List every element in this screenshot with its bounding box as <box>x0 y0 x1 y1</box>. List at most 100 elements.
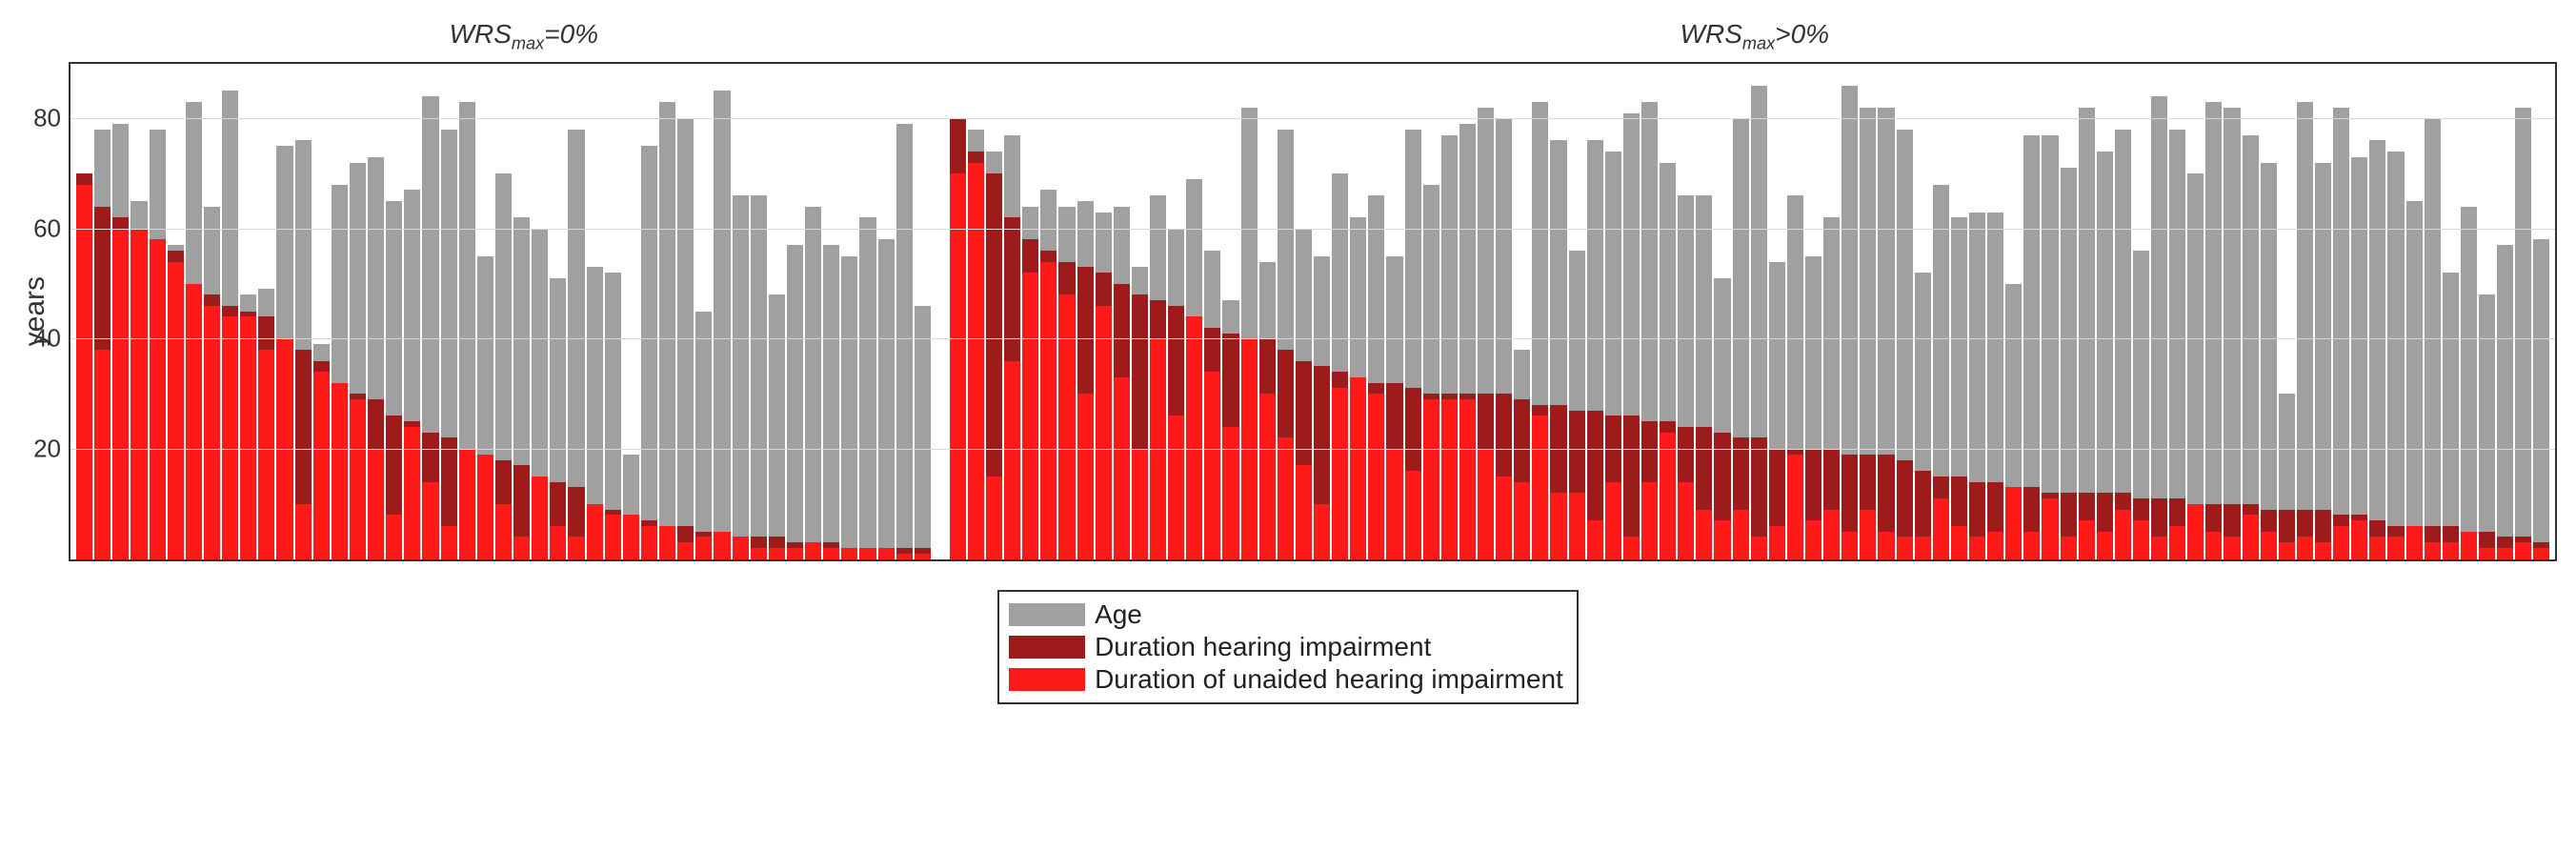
bar-group <box>605 64 621 559</box>
bar-group <box>94 64 111 559</box>
bar-unaided <box>441 526 457 559</box>
bar-unaided <box>1696 510 1712 559</box>
bar-unaided <box>1386 449 1402 559</box>
bar-group <box>240 64 256 559</box>
bar-unaided <box>968 163 984 559</box>
panel-title-2: WRSmax>0% <box>953 19 2557 54</box>
bar-group <box>2387 64 2404 559</box>
bar-unaided <box>1605 482 1621 559</box>
bar-group <box>459 64 475 559</box>
bar-group <box>1241 64 1258 559</box>
bar-unaided <box>2497 548 2513 559</box>
legend-row: Duration hearing impairment <box>1009 632 1563 662</box>
bar-group <box>276 64 292 559</box>
bar-group <box>2369 64 2385 559</box>
y-tick: 60 <box>33 213 61 243</box>
bar-group <box>1587 64 1603 559</box>
bar-group <box>714 64 730 559</box>
bar-unaided <box>240 316 256 558</box>
bar-unaided <box>1915 537 1931 558</box>
bar-age <box>2515 108 2531 559</box>
bar-group <box>2297 64 2313 559</box>
bar-group <box>659 64 675 559</box>
bar-unaided <box>2079 520 2095 558</box>
bar-age <box>915 306 931 559</box>
bar-unaided <box>350 399 366 559</box>
bar-age <box>2079 108 2095 559</box>
bar-age <box>2443 273 2459 558</box>
bar-unaided <box>623 515 639 558</box>
bar-unaided <box>1204 372 1220 558</box>
bar-group <box>2461 64 2477 559</box>
bar-group <box>841 64 857 559</box>
bar-age <box>2497 245 2513 558</box>
bar-group <box>404 64 420 559</box>
bar-unaided <box>568 537 584 558</box>
bar-unaided <box>2333 526 2349 559</box>
bar-unaided <box>1004 361 1020 559</box>
bar-group <box>896 64 913 559</box>
bar-group <box>150 64 166 559</box>
bar-group <box>859 64 875 559</box>
bar-unaided <box>915 554 931 559</box>
chart-container: WRSmax=0% WRSmax>0% years 20406080 AgeDu… <box>19 19 2557 704</box>
bar-age <box>2315 163 2331 559</box>
bar-unaided <box>1532 416 1548 558</box>
bar-unaided <box>896 554 913 559</box>
bar-unaided <box>2042 498 2058 559</box>
bar-group <box>986 64 1002 559</box>
bar-group <box>332 64 348 559</box>
bar-group <box>550 64 566 559</box>
bar-group <box>2406 64 2423 559</box>
bar-age <box>2243 135 2259 559</box>
bar-group <box>1897 64 1913 559</box>
bar-age <box>2151 96 2167 558</box>
bar-unaided <box>1805 520 1821 558</box>
bar-age <box>2461 207 2477 559</box>
bar-unaided <box>641 526 657 559</box>
bar-age <box>823 245 839 558</box>
bar-unaided <box>1058 294 1075 558</box>
bar-unaided <box>950 173 966 558</box>
bar-age <box>787 245 803 558</box>
bar-unaided <box>1660 433 1676 559</box>
bar-unaided <box>204 306 220 559</box>
bar-group <box>1605 64 1621 559</box>
bar-group <box>823 64 839 559</box>
y-axis-ticks: 20406080 <box>61 64 69 559</box>
bar-unaided <box>2061 537 2077 558</box>
bar-group <box>1641 64 1658 559</box>
bar-unaided <box>2115 510 2131 559</box>
plot-row: years 20406080 <box>19 62 2557 561</box>
bar-age <box>2333 108 2349 559</box>
panel <box>76 64 931 559</box>
bar-unaided <box>2224 537 2240 558</box>
bar-unaided <box>2297 537 2313 558</box>
legend-swatch <box>1009 603 1085 626</box>
bar-group <box>258 64 274 559</box>
bar-group <box>2023 64 2040 559</box>
bar-group <box>368 64 384 559</box>
bar-unaided <box>823 548 839 559</box>
bar-group <box>769 64 785 559</box>
bar-group <box>1168 64 1184 559</box>
bar-group <box>1441 64 1458 559</box>
bar-group <box>1150 64 1166 559</box>
bar-unaided <box>258 350 274 559</box>
bar-unaided <box>150 239 166 558</box>
bar-age <box>2205 102 2222 559</box>
bar-group <box>1132 64 1148 559</box>
bar-group <box>1386 64 1402 559</box>
bar-unaided <box>1332 388 1348 558</box>
bar-group <box>2133 64 2149 559</box>
bar-age <box>859 217 875 558</box>
bar-group <box>2443 64 2459 559</box>
bar-unaided <box>1841 532 1858 559</box>
bar-group <box>1314 64 1330 559</box>
bar-age <box>2479 294 2495 558</box>
bar-unaided <box>695 537 712 558</box>
bar-group <box>1478 64 1494 559</box>
bar-group <box>1459 64 1476 559</box>
bar-group <box>2351 64 2367 559</box>
bar-unaided <box>368 449 384 559</box>
